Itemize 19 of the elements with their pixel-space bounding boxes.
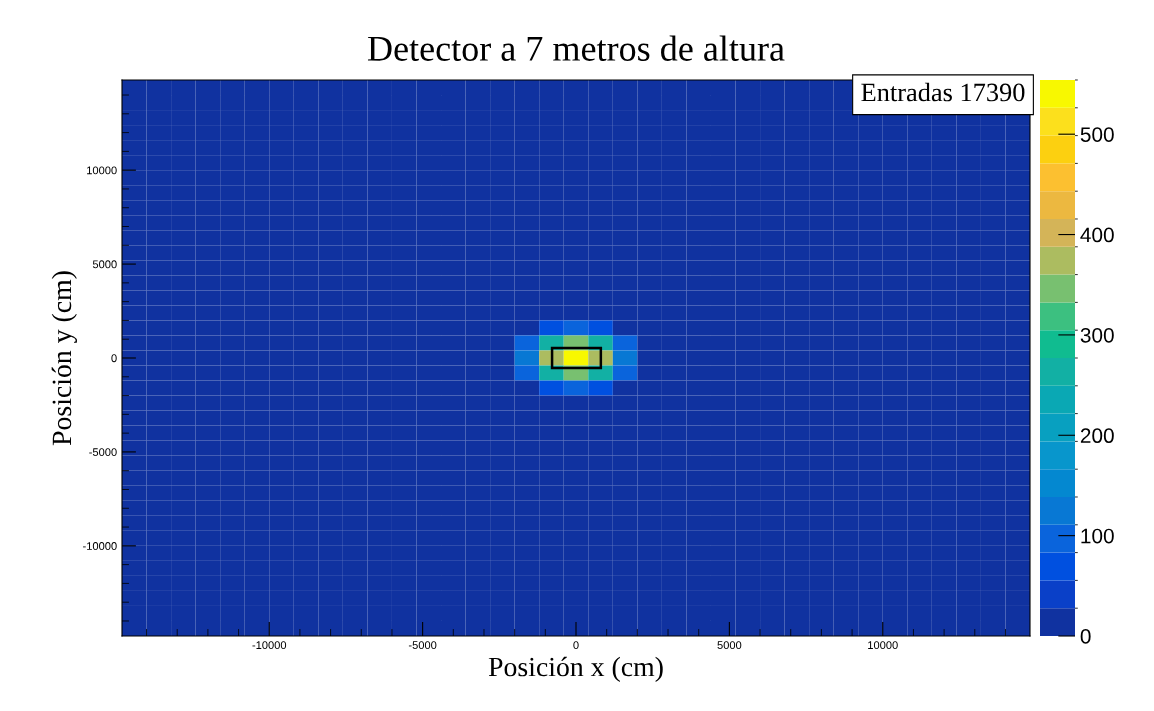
x-tick-label: 10000: [868, 641, 898, 650]
annotation: Entradas 17390: [861, 82, 1025, 102]
color-bar-label: 500: [1080, 127, 1114, 142]
x-axis-title: Posición x (cm): [488, 656, 663, 682]
x-tick-label: -5000: [408, 641, 437, 650]
color-bar-label: 100: [1081, 528, 1114, 544]
y-tick-label: 5000: [92, 260, 117, 269]
y-tick-label: -10000: [83, 542, 117, 550]
color-bar-label: 200: [1080, 428, 1114, 444]
y-tick-label: 10000: [87, 166, 117, 175]
x-tick-label: 5000: [717, 641, 742, 650]
y-tick-label: 0: [111, 354, 117, 363]
y-axis-title: Posición y (cm): [51, 271, 77, 446]
x-tick-label: -10000: [252, 641, 287, 650]
color-bar-label: 300: [1080, 327, 1114, 343]
color-bar-label: 400: [1080, 227, 1114, 243]
y-tick-label: -5000: [89, 448, 117, 457]
x-tick-label: 0: [573, 641, 579, 650]
chart-title: Detector a 7 metros de altura: [367, 35, 785, 61]
